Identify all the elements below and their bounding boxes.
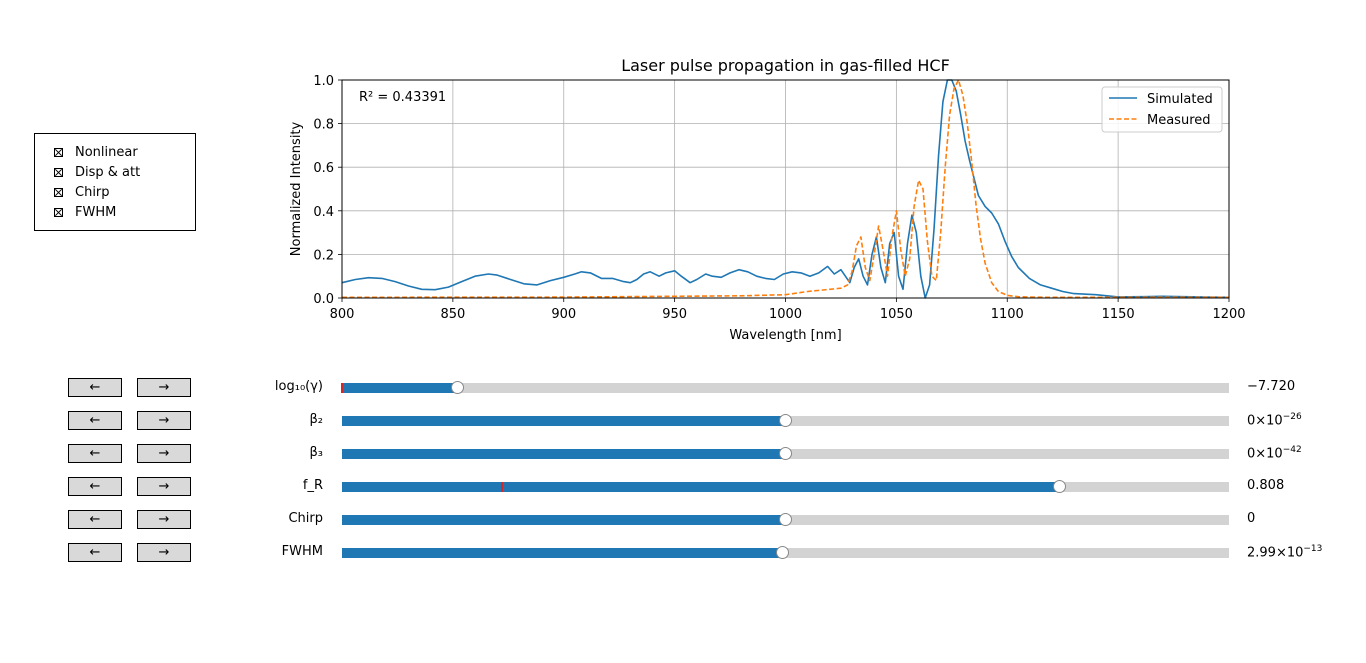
legend-label-measured: Measured [1147, 113, 1211, 128]
checkbox-nonlinear[interactable]: Nonlinear [54, 142, 138, 162]
slider-value-chirp: 0 [1247, 511, 1256, 526]
checkbox-checked-icon[interactable] [54, 147, 63, 157]
slider-track-fwhm[interactable] [342, 546, 1229, 559]
slider-handle-row1[interactable] [778, 414, 792, 427]
x-tick-label: 950 [662, 307, 687, 322]
decrement-button-fr[interactable]: ← [68, 477, 122, 496]
checkbox-label: Chirp [75, 184, 110, 200]
checkbox-label: FWHM [75, 204, 117, 220]
slider-handle-log[interactable] [451, 381, 465, 394]
x-axis-label: Wavelength [nm] [729, 328, 841, 343]
increment-button-fwhm[interactable]: → [137, 543, 191, 562]
x-tick-label: 1050 [880, 307, 913, 322]
x-tick-label: 1000 [769, 307, 802, 322]
slider-value-row2: 0×10−42 [1247, 445, 1302, 462]
increment-button-row2[interactable]: → [137, 444, 191, 463]
slider-handle-chirp[interactable] [778, 513, 792, 526]
slider-initial-value-marker [341, 383, 343, 393]
x-tick-label: 850 [440, 307, 465, 322]
x-tick-label: 1100 [991, 307, 1024, 322]
decrement-button-row1[interactable]: ← [68, 411, 122, 430]
slider-label-chirp: Chirp [288, 511, 323, 526]
slider-track-fr[interactable] [342, 480, 1229, 493]
slider-fill [342, 416, 786, 426]
checkbox-checked-icon[interactable] [54, 187, 63, 197]
slider-track-row2[interactable] [342, 447, 1229, 460]
slider-label-log: log₁₀(γ) [274, 379, 323, 394]
increment-button-row1[interactable]: → [137, 411, 191, 430]
ticks: 800 850 900 950 1000 1050 1100 1150 1200 0.0 0.2 0.… [313, 74, 1245, 322]
slider-label-row2: β₃ [309, 445, 323, 460]
increment-button-chirp[interactable]: → [137, 510, 191, 529]
x-tick-label: 1150 [1102, 307, 1135, 322]
slider-initial-value-marker [500, 482, 503, 492]
checkbox-fwhm[interactable]: FWHM [54, 202, 116, 222]
checkbox-chirp[interactable]: Chirp [54, 182, 110, 202]
slider-handle-fwhm[interactable] [775, 546, 789, 559]
exponent: −26 [1282, 412, 1302, 422]
exponent: −13 [1303, 544, 1323, 554]
slider-value-row1: 0×10−26 [1247, 412, 1302, 429]
checkbox-checked-icon[interactable] [54, 207, 63, 217]
checkbox-panel: Nonlinear Disp & att Chirp FWHM [34, 133, 196, 231]
y-tick-label: 0.0 [313, 292, 334, 307]
slider-track-chirp[interactable] [342, 513, 1229, 526]
x-tick-label: 800 [330, 307, 355, 322]
checkbox-label: Nonlinear [75, 144, 138, 160]
y-axis-label: Normalized Intensity [289, 121, 304, 256]
slider-label-fr: f_R [302, 478, 323, 493]
x-tick-label: 900 [551, 307, 576, 322]
decrement-button-fwhm[interactable]: ← [68, 543, 122, 562]
spectrum-chart: 800 850 900 950 1000 1050 1100 1150 1200 0.0 0.2 0.… [289, 56, 1246, 343]
series-layer [341, 79, 1230, 299]
y-tick-label: 1.0 [313, 74, 334, 89]
chart-title: Laser pulse propagation in gas-filled HC… [621, 56, 950, 75]
checkbox-checked-icon[interactable] [54, 167, 63, 177]
slider-label-fwhm: FWHM [281, 544, 323, 559]
increment-button-fr[interactable]: → [137, 477, 191, 496]
slider-fill [342, 383, 459, 393]
slider-value-fwhm: 2.99×10−13 [1247, 544, 1323, 561]
slider-fill [342, 482, 1060, 492]
decrement-button-row2[interactable]: ← [68, 444, 122, 463]
slider-handle-fr[interactable] [1052, 480, 1066, 493]
r-squared-annotation: R² = 0.43391 [359, 90, 446, 105]
slider-track-log[interactable] [341, 381, 1229, 394]
y-tick-label: 0.8 [313, 118, 334, 133]
slider-fill [342, 515, 786, 525]
slider-fill [342, 548, 783, 558]
checkbox-label: Disp & att [75, 164, 141, 180]
y-tick-label: 0.6 [313, 161, 334, 176]
slider-fill [342, 449, 786, 459]
x-tick-label: 1200 [1212, 307, 1245, 322]
y-tick-label: 0.4 [313, 205, 334, 220]
decrement-button-log[interactable]: ← [68, 378, 122, 397]
slider-value-log: −7.720 [1247, 379, 1296, 394]
grid [341, 79, 1230, 299]
increment-button-log[interactable]: → [137, 378, 191, 397]
series-line-measured [341, 79, 1229, 299]
legend-label-simulated: Simulated [1147, 92, 1213, 107]
series-line-simulated [341, 79, 1230, 299]
slider-value-fr: 0.808 [1247, 478, 1285, 493]
exponent: −42 [1282, 445, 1302, 455]
y-tick-label: 0.2 [313, 248, 334, 263]
checkbox-disp-att[interactable]: Disp & att [54, 162, 140, 182]
slider-handle-row2[interactable] [778, 447, 792, 460]
decrement-button-chirp[interactable]: ← [68, 510, 122, 529]
slider-label-row1: β₂ [309, 412, 323, 427]
slider-track-row1[interactable] [342, 414, 1229, 427]
legend: Simulated Measured [1101, 86, 1223, 133]
